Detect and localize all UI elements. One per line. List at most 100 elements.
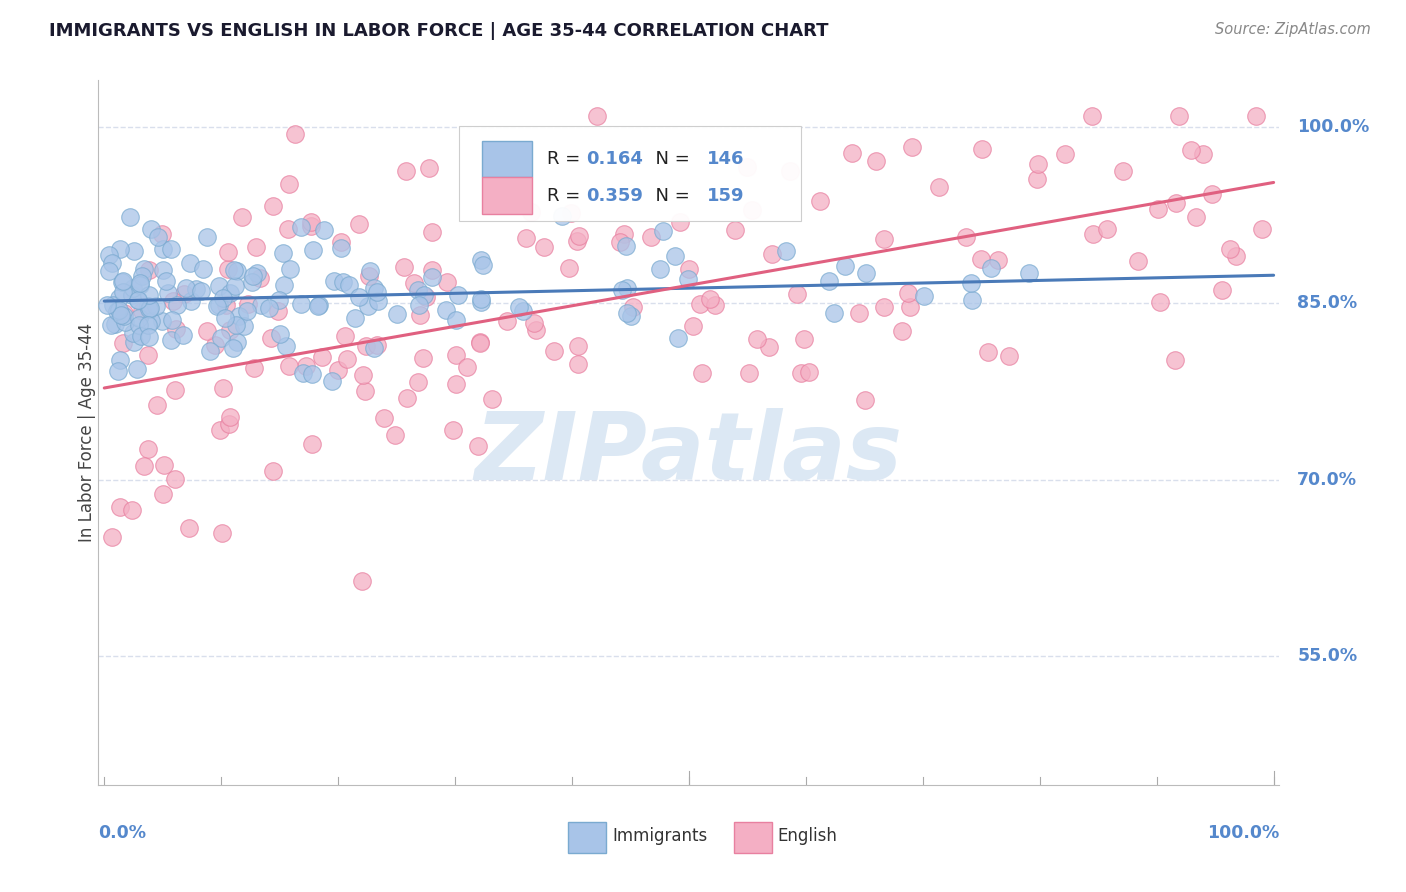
Point (302, 243, 325, 257)
Text: ZIPatlas: ZIPatlas (475, 408, 903, 500)
Point (131, 304, 153, 318)
Text: R =: R = (547, 186, 586, 205)
Point (138, 263, 160, 277)
Point (136, 442, 159, 457)
Point (1168, 109, 1191, 123)
Point (219, 323, 242, 337)
Point (420, 270, 443, 285)
Point (243, 360, 266, 375)
Point (568, 229, 591, 244)
Point (162, 312, 184, 326)
Point (222, 342, 245, 356)
Point (122, 334, 145, 349)
Point (100, 318, 122, 332)
Point (366, 285, 388, 299)
Point (219, 410, 242, 425)
Point (808, 194, 831, 208)
Point (301, 437, 323, 451)
Point (127, 293, 149, 307)
Point (228, 309, 250, 323)
Point (152, 486, 174, 500)
Point (107, 364, 129, 378)
Point (108, 353, 131, 368)
Point (138, 288, 160, 302)
Point (335, 328, 357, 343)
Point (616, 306, 638, 320)
Point (110, 500, 132, 514)
Point (959, 276, 981, 290)
Point (1112, 163, 1135, 178)
Point (195, 324, 218, 338)
Point (121, 288, 143, 302)
Point (163, 472, 186, 486)
Point (121, 326, 143, 340)
Text: 100.0%: 100.0% (1298, 119, 1369, 136)
Point (987, 252, 1010, 267)
Point (912, 289, 935, 303)
Point (198, 343, 221, 358)
Point (138, 302, 160, 317)
Text: 159: 159 (707, 186, 744, 205)
Point (524, 323, 547, 337)
Point (456, 359, 478, 374)
Point (470, 295, 492, 310)
Point (841, 146, 863, 161)
Point (1201, 186, 1223, 201)
Point (1185, 211, 1208, 225)
Point (329, 242, 352, 256)
Point (467, 439, 489, 453)
Point (412, 351, 434, 365)
Point (470, 292, 492, 306)
Point (470, 334, 492, 349)
Point (1054, 147, 1077, 161)
Point (107, 292, 129, 306)
Point (273, 277, 295, 292)
Point (897, 286, 920, 301)
Point (139, 301, 162, 315)
Point (152, 263, 174, 277)
Point (522, 317, 544, 331)
Point (1180, 144, 1202, 158)
Point (682, 318, 704, 333)
Point (873, 232, 896, 246)
Point (307, 299, 329, 313)
Point (111, 285, 134, 300)
Point (122, 280, 145, 294)
Point (208, 278, 231, 293)
Point (560, 206, 582, 220)
Point (290, 220, 312, 235)
Point (96, 298, 118, 312)
Point (301, 367, 323, 381)
Point (184, 283, 207, 297)
Point (145, 299, 167, 313)
Point (444, 348, 467, 362)
Point (238, 297, 260, 311)
Point (447, 287, 470, 301)
Point (299, 215, 322, 229)
Point (155, 274, 177, 288)
Point (533, 239, 555, 253)
Point (129, 329, 152, 343)
Point (128, 276, 150, 290)
Point (890, 324, 912, 338)
Point (367, 293, 389, 308)
Point (520, 205, 543, 219)
Point (1219, 242, 1241, 256)
Point (138, 318, 160, 332)
Point (177, 521, 200, 535)
Point (111, 275, 134, 289)
Point (224, 279, 246, 293)
Point (434, 303, 457, 318)
Point (111, 335, 134, 350)
Point (104, 317, 127, 331)
Point (98, 264, 121, 278)
Point (970, 252, 993, 266)
Point (962, 293, 984, 308)
Point (676, 272, 699, 286)
Point (218, 285, 240, 300)
Point (745, 333, 768, 347)
Point (249, 298, 271, 312)
Point (127, 293, 149, 307)
Point (551, 209, 574, 223)
Point (565, 234, 588, 248)
